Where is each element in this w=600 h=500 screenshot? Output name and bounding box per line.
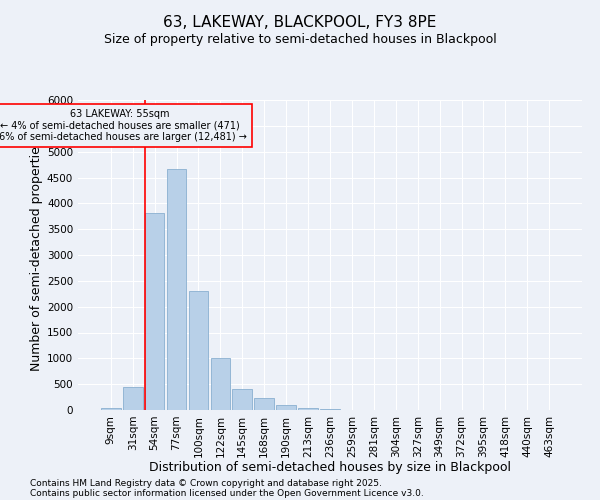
Text: 63 LAKEWAY: 55sqm
← 4% of semi-detached houses are smaller (471)
96% of semi-det: 63 LAKEWAY: 55sqm ← 4% of semi-detached … [0,110,247,142]
Text: Size of property relative to semi-detached houses in Blackpool: Size of property relative to semi-detach… [104,32,496,46]
Bar [123,387,143,410]
Bar [188,291,208,410]
Bar [254,398,274,410]
Bar [298,408,318,410]
Bar [101,408,121,410]
Text: Contains HM Land Registry data © Crown copyright and database right 2025.: Contains HM Land Registry data © Crown c… [30,478,382,488]
Bar [211,358,230,410]
Bar [276,405,296,410]
X-axis label: Distribution of semi-detached houses by size in Blackpool: Distribution of semi-detached houses by … [149,461,511,474]
Y-axis label: Number of semi-detached properties: Number of semi-detached properties [30,140,43,370]
Bar [145,212,164,410]
Text: Contains public sector information licensed under the Open Government Licence v3: Contains public sector information licen… [30,488,424,498]
Bar [232,390,252,410]
Bar [167,169,187,410]
Text: 63, LAKEWAY, BLACKPOOL, FY3 8PE: 63, LAKEWAY, BLACKPOOL, FY3 8PE [163,15,437,30]
